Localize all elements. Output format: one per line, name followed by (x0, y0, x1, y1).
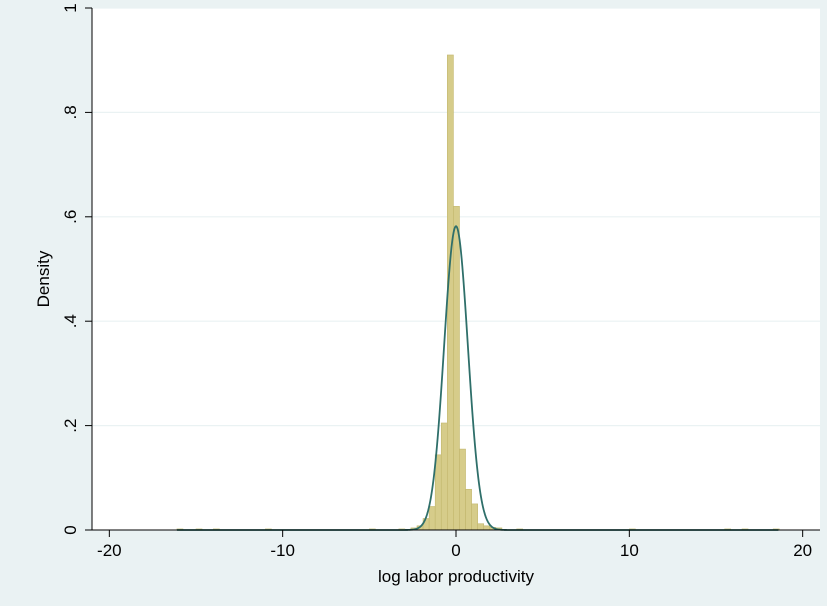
x-tick-label-2: 0 (451, 541, 460, 560)
x-tick-label-1: -10 (270, 541, 295, 560)
x-tick-label-3: 10 (620, 541, 639, 560)
y-tick-label-3: .6 (61, 210, 80, 224)
x-axis-ticks: -20 -10 0 10 20 (97, 530, 812, 560)
histogram-bar-9 (428, 506, 436, 531)
y-axis-title: Density (34, 250, 53, 307)
histogram-bar-13 (453, 206, 460, 531)
histogram-bar-18 (483, 525, 491, 531)
y-tick-label-2: .4 (61, 314, 80, 328)
y-tick-label-4: .8 (61, 105, 80, 119)
x-tick-label-4: 20 (793, 541, 812, 560)
y-axis-ticks: 0 .2 .4 .6 .8 1 (61, 3, 92, 535)
histogram-bar-11 (440, 422, 448, 531)
y-tick-label-5: 1 (61, 3, 80, 12)
histogram-bar-15 (465, 488, 472, 531)
x-tick-label-0: -20 (97, 541, 122, 560)
y-tick-label-1: .2 (61, 419, 80, 433)
x-axis-title: log labor productivity (378, 567, 534, 586)
histogram-bar-16 (471, 503, 478, 531)
histogram-bar-17 (477, 523, 485, 531)
histogram-bar-10 (434, 454, 442, 531)
histogram-bar-14 (459, 448, 466, 531)
y-tick-label-0: 0 (61, 525, 80, 534)
